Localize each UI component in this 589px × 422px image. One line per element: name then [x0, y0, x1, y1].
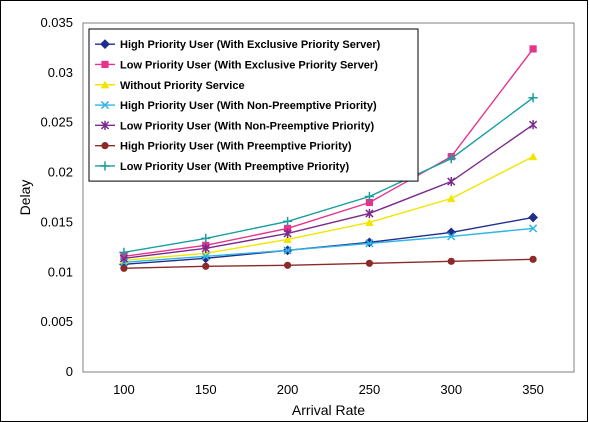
legend-item: High Priority User (With Preemptive Prio…: [95, 141, 352, 153]
legend-item: High Priority User (With Non-Preemptive …: [95, 100, 377, 112]
legend-marker: [100, 120, 110, 130]
y-tick-label: 0.015: [40, 214, 73, 229]
legend-item: Low Priority User (With Exclusive Priori…: [95, 59, 378, 71]
legend-marker: [100, 100, 110, 110]
x-tick-label: 250: [359, 382, 381, 397]
legend-marker: [100, 161, 110, 171]
y-axis-title: Delay: [17, 180, 33, 216]
series-line: [123, 48, 534, 258]
data-point: [364, 191, 375, 202]
series-6: [120, 255, 537, 272]
series-5: [119, 120, 538, 263]
y-axis-ticks: 0 0.005 0.01 0.015 0.02 0.025 0.03 0.035: [40, 15, 73, 379]
data-point: [365, 259, 374, 267]
data-point: [529, 255, 537, 263]
y-tick-label: 0: [66, 364, 73, 379]
data-point: [283, 228, 292, 238]
x-axis-title: Arrival Rate: [292, 402, 365, 418]
legend-marker: [100, 39, 110, 50]
legend-box: [88, 28, 419, 182]
legend-marker: [101, 60, 109, 69]
x-tick-label: 350: [522, 382, 544, 397]
series-7: [119, 93, 538, 257]
series-line: [123, 155, 534, 262]
y-tick-label: 0.025: [40, 115, 73, 130]
x-tick-label: 150: [195, 382, 217, 397]
series-3: [119, 152, 538, 264]
legend-label: High Priority User (With Non-Preemptive …: [120, 100, 377, 112]
y-tick-label: 0.02: [48, 165, 73, 180]
data-point: [447, 232, 456, 241]
data-point: [119, 247, 129, 257]
legend-label: Without Priority Service: [120, 80, 245, 92]
x-tick-label: 200: [277, 382, 299, 397]
data-point: [528, 120, 538, 130]
data-point: [447, 176, 456, 187]
legend-item: Without Priority Service: [95, 80, 245, 92]
data-point: [365, 208, 374, 219]
legend-item: Low Priority User (With Preemptive Prior…: [95, 161, 349, 173]
data-point: [201, 243, 210, 253]
series-line: [123, 227, 534, 264]
y-tick-label: 0.005: [40, 314, 73, 329]
data-point: [201, 233, 211, 243]
data-point: [201, 252, 210, 261]
series-line: [123, 97, 534, 254]
legend-item: Low Priority User (With Non-Preemptive P…: [95, 120, 374, 132]
data-point: [529, 45, 537, 53]
data-point: [120, 264, 128, 272]
y-tick-label: 0.035: [40, 15, 73, 30]
data-point: [283, 224, 292, 233]
legend-label: High Priority User (With Exclusive Prior…: [120, 39, 381, 51]
series-line: [123, 258, 534, 269]
legend-item: High Priority User (With Exclusive Prior…: [95, 39, 381, 51]
data-point: [447, 257, 455, 265]
data-point: [365, 218, 374, 227]
series-4: [119, 224, 538, 267]
legend: High Priority User (With Exclusive Prior…: [88, 28, 419, 182]
data-point: [446, 154, 456, 164]
x-tick-label: 300: [440, 382, 462, 397]
x-tick-label: 100: [113, 382, 135, 397]
series-line: [123, 124, 534, 260]
data-point: [282, 216, 293, 227]
legend-marker: [100, 80, 110, 89]
y-tick-label: 0.03: [48, 65, 73, 80]
legend-marker: [101, 142, 109, 150]
data-point: [528, 152, 538, 161]
legend-label: Low Priority User (With Exclusive Priori…: [120, 59, 378, 71]
data-point: [447, 194, 456, 203]
legend-label: Low Priority User (With Non-Preemptive P…: [120, 120, 374, 132]
legend-label: High Priority User (With Preemptive Prio…: [120, 141, 352, 153]
x-axis-ticks: 100 150 200 250 300 350: [113, 382, 544, 397]
data-point: [283, 261, 292, 269]
legend-label: Low Priority User (With Preemptive Prior…: [120, 161, 349, 173]
data-point: [202, 262, 210, 270]
data-point: [365, 239, 374, 248]
data-point: [365, 198, 374, 207]
data-point: [283, 235, 292, 243]
y-tick-label: 0.01: [48, 264, 73, 279]
data-point: [528, 212, 538, 223]
data-point: [283, 246, 292, 255]
data-point: [528, 93, 538, 103]
series-group: [119, 45, 538, 272]
data-point: [528, 224, 538, 233]
